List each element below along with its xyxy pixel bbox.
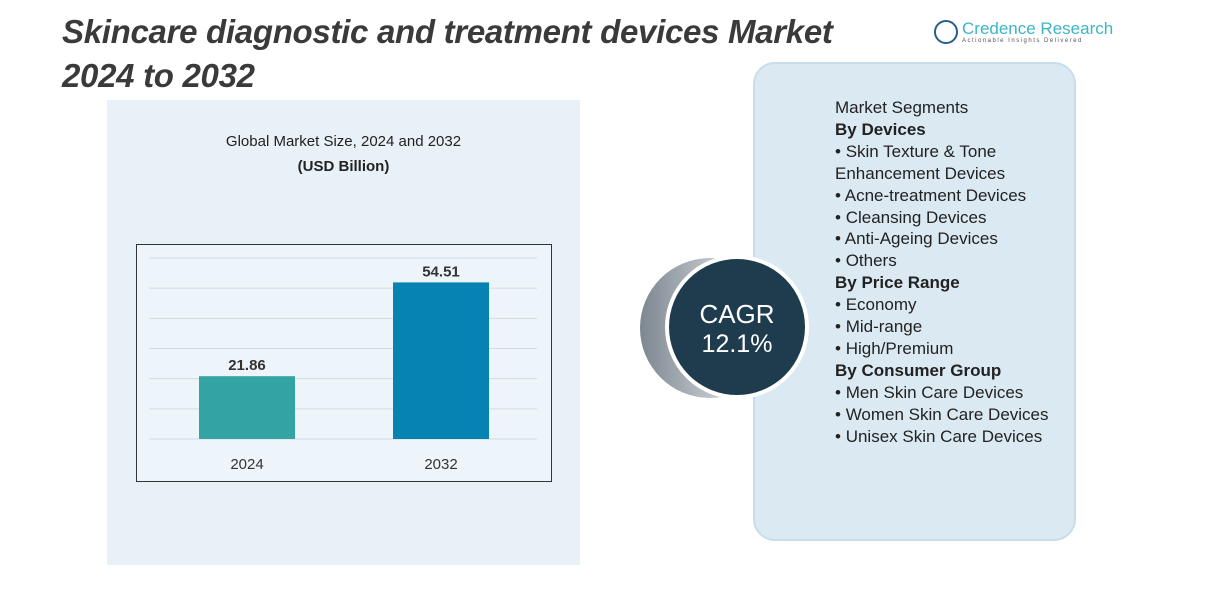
segment-item: • Skin Texture & Tone Enhancement Device… [835, 141, 1075, 185]
segment-item: • Acne-treatment Devices [835, 185, 1075, 207]
logo: Credence Research Actionable Insights Del… [934, 20, 1113, 44]
bullet-icon: • [835, 207, 846, 227]
bullet-icon: • [835, 185, 845, 205]
segment-item: • Cleansing Devices [835, 207, 1075, 229]
bullet-icon: • [835, 141, 846, 161]
cagr-value: 12.1% [701, 330, 773, 358]
data-label: 54.51 [422, 263, 460, 280]
segment-item: • Men Skin Care Devices [835, 382, 1075, 404]
x-tick-label: 2032 [424, 456, 457, 473]
segment-item: • Others [835, 250, 1075, 272]
cagr-label: CAGR [699, 299, 775, 329]
segment-item-label: Men Skin Care Devices [845, 382, 1024, 402]
segments-panel [753, 62, 1076, 541]
logo-tagline: Actionable Insights Delivered [962, 38, 1083, 44]
page-title: Skincare diagnostic and treatment device… [62, 10, 833, 98]
bullet-icon: • [835, 295, 846, 315]
bullet-icon: • [835, 229, 845, 249]
segment-item: • Women Skin Care Devices [835, 404, 1075, 426]
bar-chart: 21.86 2024 54.51 2032 [149, 257, 537, 473]
segment-item-label: Unisex Skin Care Devices [845, 426, 1043, 446]
title-line-2: 2024 to 2032 [62, 57, 255, 94]
x-tick-label: 2024 [230, 456, 263, 473]
bar-2032 [393, 282, 489, 439]
segment-item-label: Women Skin Care Devices [845, 404, 1049, 424]
bullet-icon: • [835, 382, 846, 402]
segment-item: • High/Premium [835, 338, 1075, 360]
cagr-badge: CAGR 12.1% [665, 255, 809, 399]
bullet-icon: • [835, 404, 846, 424]
segment-item-label: Skin Texture & Tone Enhancement Devices [835, 141, 1006, 183]
data-label: 21.86 [228, 357, 266, 374]
chart-subtitle: (USD Billion) [297, 158, 390, 175]
segment-item: • Anti-Ageing Devices [835, 228, 1075, 250]
segment-group-title: By Devices [835, 119, 926, 139]
segment-item-label: Mid-range [845, 317, 923, 337]
segments-heading: Market Segments [835, 98, 969, 117]
segment-item-label: Anti-Ageing Devices [844, 229, 998, 249]
bullet-icon: • [835, 251, 846, 271]
segment-item: • Mid-range [835, 316, 1075, 338]
segment-item-label: Acne-treatment Devices [844, 185, 1027, 205]
bullet-icon: • [835, 426, 846, 446]
segment-group-title: By Consumer Group [835, 360, 1002, 380]
segments-list: Market Segments By Devices • Skin Texture … [835, 97, 1075, 448]
segment-group-title: By Price Range [835, 273, 960, 293]
segment-item-label: Cleansing Devices [845, 207, 987, 227]
segment-item: • Economy [835, 294, 1075, 316]
segment-item-label: High/Premium [845, 338, 954, 358]
bullet-icon: • [835, 317, 846, 337]
chart-title: Global Market Size, 2024 and 2032 [225, 133, 462, 150]
title-line-1: Skincare diagnostic and treatment device… [62, 13, 833, 50]
chart-area: 21.86 2024 54.51 2032 [136, 244, 552, 482]
segment-item-label: Economy [845, 295, 917, 315]
segment-item: • Unisex Skin Care Devices [835, 426, 1075, 448]
logo-name: Credence Research [962, 19, 1114, 38]
logo-icon [934, 20, 958, 44]
bar-2024 [199, 376, 295, 439]
bullet-icon: • [835, 338, 846, 358]
segment-item-label: Others [845, 251, 897, 271]
